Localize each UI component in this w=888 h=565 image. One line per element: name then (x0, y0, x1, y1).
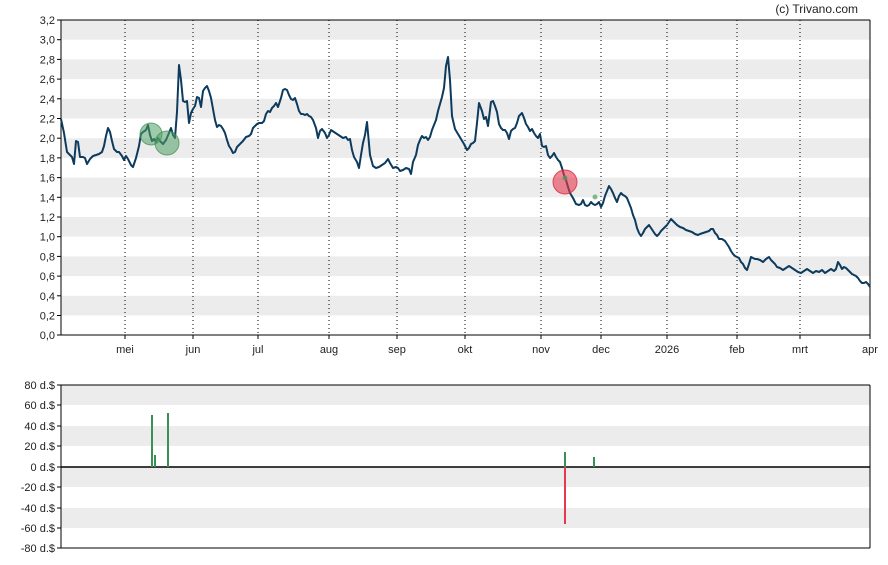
insider-y-ticks (57, 384, 61, 549)
price-line (60, 56, 871, 288)
x-tick-label: 2026 (655, 344, 679, 356)
buy-marker-small (592, 194, 598, 200)
sell-marker (552, 169, 578, 195)
buy-bar (167, 413, 169, 467)
y-tick-label: -60 d.$ (21, 523, 55, 535)
insider-bands (61, 385, 870, 528)
y-tick-label: 60 d.$ (24, 400, 55, 412)
insider-bars (151, 413, 595, 524)
y-tick-label: 40 d.$ (24, 421, 55, 433)
y-tick-label: 2,6 (40, 74, 55, 86)
y-tick-label: 2,8 (40, 54, 55, 66)
y-tick-label: 2,4 (40, 94, 55, 106)
buy-marker (154, 130, 180, 156)
y-tick-label: 0,0 (40, 330, 55, 342)
y-tick-label: -40 d.$ (21, 503, 55, 515)
x-tick-label: jul (251, 344, 263, 356)
y-tick-label: 2,0 (40, 133, 55, 145)
x-axis-labels: mei jun jul aug sep okt nov dec 2026 feb… (116, 344, 878, 356)
y-tick-label: 3,2 (40, 15, 55, 27)
y-tick-label: -20 d.$ (21, 482, 55, 494)
x-tick-label: aug (320, 344, 338, 356)
y-tick-label: 2,2 (40, 114, 55, 126)
y-tick-label: 3,0 (40, 35, 55, 47)
buy-marker-small (562, 175, 568, 181)
insider-axes (60, 384, 871, 549)
x-tick-label: sep (388, 344, 406, 356)
y-tick-label: 0,4 (40, 291, 55, 303)
y-tick-label: 0 d.$ (31, 462, 55, 474)
y-tick-label: 1,8 (40, 153, 55, 165)
sell-bar (564, 467, 566, 524)
x-tick-label: nov (532, 344, 550, 356)
x-tick-label: apr (862, 344, 878, 356)
y-tick-label: 80 d.$ (24, 380, 55, 392)
insider-y-labels: 80 d.$ 60 d.$ 40 d.$ 20 d.$ 0 d.$ -20 d.… (21, 380, 55, 555)
y-tick-label: 1,2 (40, 212, 55, 224)
price-chart: 3,2 3,0 2,8 2,6 2,4 2,2 2,0 1,8 1,6 1,4 … (40, 15, 879, 356)
y-tick-label: 1,0 (40, 232, 55, 244)
x-tick-label: jun (185, 344, 201, 356)
month-gridlines (124, 20, 801, 335)
y-tick-label: 0,2 (40, 311, 55, 323)
y-tick-label: 0,8 (40, 251, 55, 263)
buy-bar (593, 457, 595, 467)
y-tick-label: 0,6 (40, 271, 55, 283)
y-tick-label: 20 d.$ (24, 441, 55, 453)
y-axis-labels: 3,2 3,0 2,8 2,6 2,4 2,2 2,0 1,8 1,6 1,4 … (40, 15, 55, 342)
buy-bar (564, 452, 566, 467)
x-tick-label: feb (729, 344, 744, 356)
y-axis-ticks (57, 19, 61, 336)
insider-chart: 80 d.$ 60 d.$ 40 d.$ 20 d.$ 0 d.$ -20 d.… (21, 380, 871, 555)
copyright-label: (c) Trivano.com (775, 2, 858, 16)
y-tick-label: 1,6 (40, 173, 55, 185)
x-tick-label: mei (116, 344, 134, 356)
x-tick-label: okt (458, 344, 473, 356)
buy-bar (151, 415, 153, 467)
x-axis-ticks (124, 335, 871, 339)
y-tick-label: 1,4 (40, 192, 55, 204)
y-tick-label: -80 d.$ (21, 543, 55, 555)
x-tick-label: dec (592, 344, 610, 356)
x-tick-label: mrt (792, 344, 808, 356)
buy-bar (154, 455, 156, 467)
